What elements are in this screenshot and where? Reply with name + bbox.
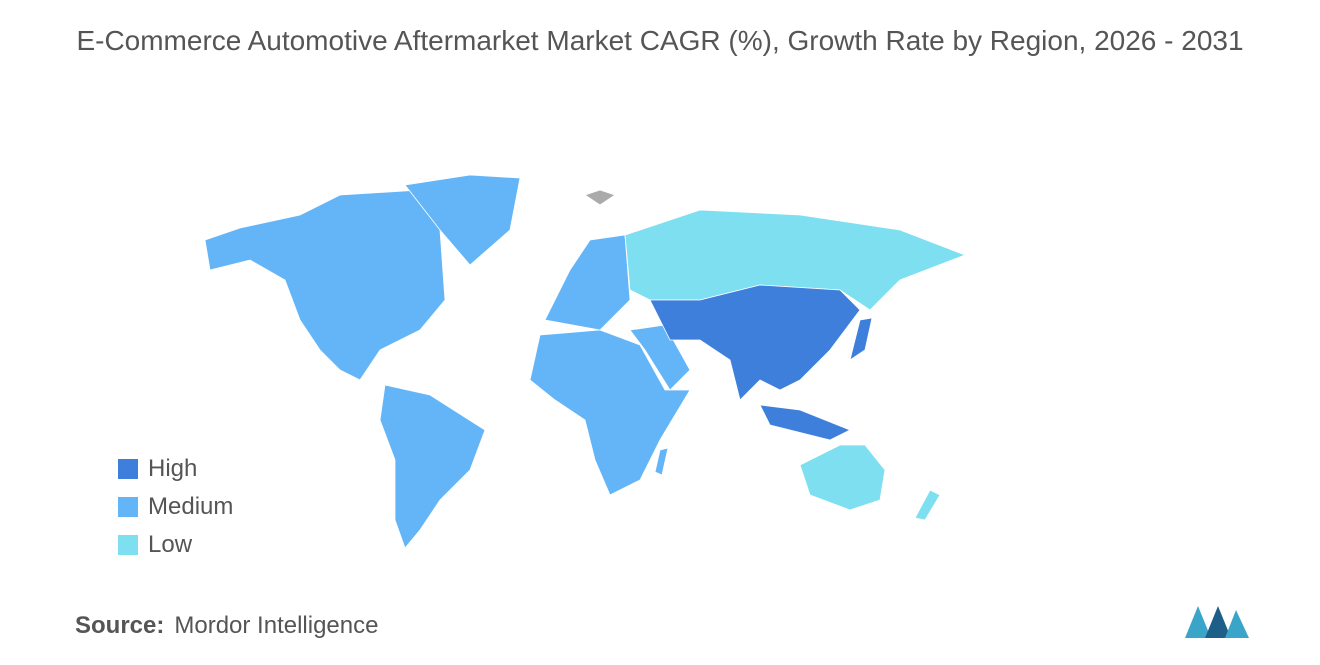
svalbard	[584, 189, 616, 206]
source: Source: Mordor Intelligence	[75, 612, 378, 640]
legend-swatch	[118, 497, 138, 517]
new-zealand	[914, 489, 941, 521]
madagascar	[654, 447, 669, 476]
legend: High Medium Low	[118, 450, 233, 564]
legend-item: Medium	[118, 488, 233, 526]
legend-item: Low	[118, 526, 233, 564]
legend-label: High	[148, 455, 198, 482]
chart-title: E-Commerce Automotive Aftermarket Market…	[76, 25, 1244, 56]
legend-swatch	[118, 535, 138, 555]
legend-item: High	[118, 450, 233, 488]
japan	[849, 317, 873, 361]
europe	[544, 234, 631, 331]
australia	[799, 444, 886, 511]
legend-label: Low	[148, 531, 193, 558]
middle-east	[629, 324, 691, 391]
legend-swatch	[118, 459, 138, 479]
south-america	[379, 384, 486, 549]
indonesia	[759, 404, 851, 441]
north-america	[204, 189, 446, 381]
greenland	[404, 174, 521, 266]
source-text: Mordor Intelligence	[174, 612, 379, 639]
asia	[649, 284, 861, 401]
source-label: Source:	[75, 612, 165, 639]
logo	[1185, 606, 1249, 638]
legend-label: Medium	[148, 493, 234, 520]
africa	[529, 329, 691, 496]
